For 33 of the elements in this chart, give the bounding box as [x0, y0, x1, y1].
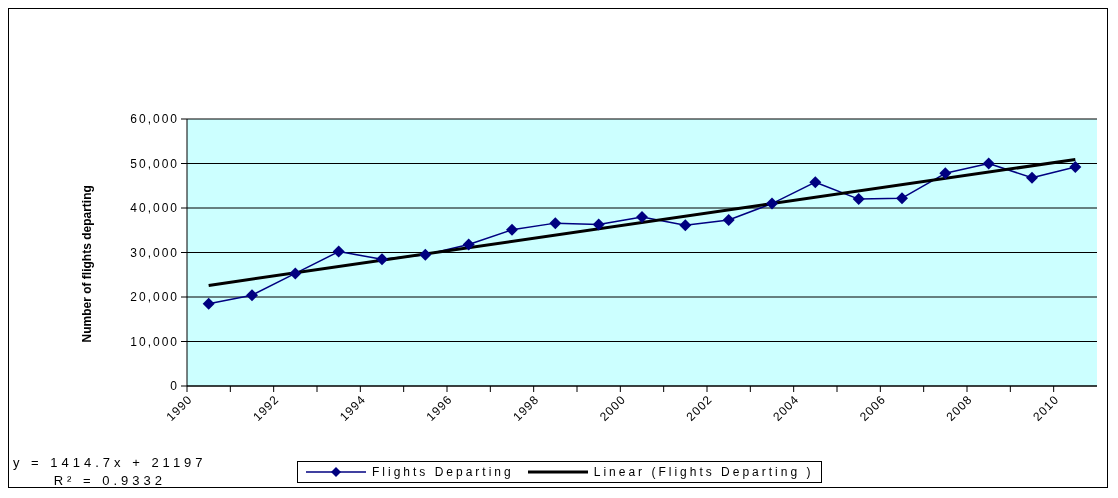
y-tick-label: 60,000 [130, 112, 179, 127]
point [376, 253, 388, 266]
point [852, 193, 865, 206]
point [506, 223, 518, 236]
point [722, 214, 735, 227]
point [1069, 161, 1082, 174]
point [246, 289, 258, 302]
point [939, 167, 952, 180]
y-tick-label: 10,000 [130, 334, 179, 349]
legend-label: Flights Departing [372, 465, 514, 479]
point [896, 192, 908, 205]
point [679, 219, 692, 232]
point [766, 197, 778, 210]
point [289, 267, 302, 280]
point [592, 218, 605, 231]
point [419, 248, 432, 261]
y-tick-label: 50,000 [130, 156, 179, 171]
y-tick-label: 20,000 [130, 290, 179, 305]
y-axis-title: Number of flights departing [80, 185, 95, 343]
legend-label: Linear (Flights Departing ) [593, 465, 814, 479]
text: R² = 0.9332 [52, 472, 167, 490]
point [202, 297, 215, 310]
y-tick-label: 0 [170, 379, 179, 394]
y-tick-label: 30,000 [130, 245, 179, 260]
y-tick-label: 40,000 [130, 201, 179, 216]
point [332, 245, 345, 258]
point [462, 238, 475, 251]
point [549, 217, 562, 230]
point [1026, 171, 1038, 184]
point [809, 176, 822, 189]
point [636, 210, 648, 223]
text: y = 1414.7x + 21197 [13, 454, 207, 472]
point [982, 157, 995, 170]
